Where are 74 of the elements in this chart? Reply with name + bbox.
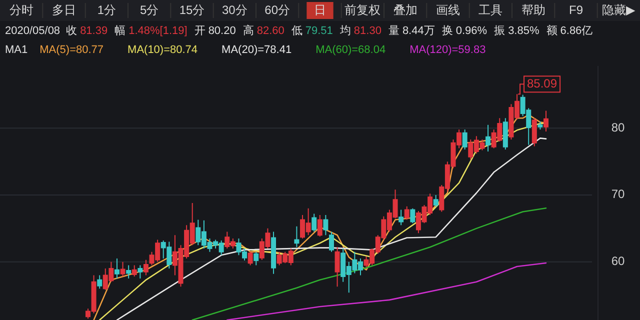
text: F9: [568, 3, 584, 18]
candlestick: [538, 120, 543, 130]
candlestick: [334, 246, 340, 288]
line-series: [226, 262, 547, 320]
text: MA(60)=68.04: [316, 44, 386, 56]
candlestick: [462, 129, 468, 150]
candlestick: [114, 258, 120, 280]
candlestick: [143, 259, 148, 276]
candlestick: [323, 214, 328, 236]
text: 3.85%: [508, 24, 540, 37]
candlestick: [294, 226, 300, 248]
text: 前复权: [344, 3, 381, 18]
text: 2020/05/08: [5, 24, 60, 37]
text: MA(120)=59.83: [410, 44, 486, 56]
candlestick: [410, 208, 416, 224]
text: 日: [314, 3, 326, 18]
text: 1分: [97, 3, 116, 18]
candlestick: [120, 261, 126, 278]
candlestick: [138, 264, 143, 280]
text: 额: [546, 24, 558, 37]
candlestick: [312, 213, 317, 232]
text: 6.86亿: [560, 24, 593, 37]
text: 30分: [222, 3, 248, 18]
line-series: [192, 207, 547, 320]
text: MA(20)=78.41: [222, 44, 292, 56]
y-tick-label: 80: [611, 120, 625, 134]
text: 画线: [436, 3, 460, 18]
text: 5分: [140, 3, 159, 18]
candlestick: [97, 274, 102, 290]
y-tick-label: 60: [611, 254, 625, 268]
candlestick: [254, 251, 259, 266]
candlestick: [502, 118, 508, 150]
text: 81.30: [354, 24, 382, 37]
candlestick: [544, 110, 548, 132]
candlestick: [317, 214, 322, 237]
text: 1.48%[1.19]: [128, 24, 188, 37]
candlestick: [271, 231, 276, 274]
text: 80.20: [208, 24, 236, 37]
text: 15分: [179, 3, 205, 18]
candlestick: [398, 209, 404, 226]
text: 高: [242, 24, 254, 37]
text: 叠加: [393, 3, 418, 18]
text: 换: [442, 24, 453, 37]
y-tick-label: 70: [611, 187, 625, 202]
text: 开: [194, 24, 206, 37]
text: MA(10)=80.74: [128, 44, 198, 56]
candlestick: [328, 231, 334, 252]
text: 82.60: [256, 24, 284, 37]
text: 多日: [52, 3, 76, 18]
text: 60分: [264, 3, 290, 18]
text: 81.39: [80, 24, 108, 37]
text: 低: [291, 24, 302, 37]
text: 0.96%: [456, 24, 488, 37]
text: 工具: [478, 3, 503, 18]
text: 量: [388, 24, 400, 37]
text: 收: [66, 24, 78, 37]
text: 均: [338, 24, 351, 37]
candlestick: [248, 251, 253, 266]
text: 隐藏▶: [602, 3, 636, 18]
candlestick: [132, 264, 137, 278]
text: 振: [494, 24, 506, 37]
text: 8.44万: [402, 24, 435, 37]
text: 帮助: [521, 3, 546, 18]
candlestick: [486, 124, 491, 152]
candlestick: [404, 206, 410, 220]
candlestick: [433, 194, 438, 208]
text: 幅: [114, 24, 126, 37]
annotation: 85.09: [527, 76, 558, 90]
candlestick: [532, 118, 537, 147]
text: 分时: [9, 3, 34, 18]
text: MA(5)=80.77: [40, 44, 104, 56]
text: 79.51: [305, 24, 333, 37]
candlestick: [126, 264, 132, 280]
text: MA1: [5, 44, 28, 56]
